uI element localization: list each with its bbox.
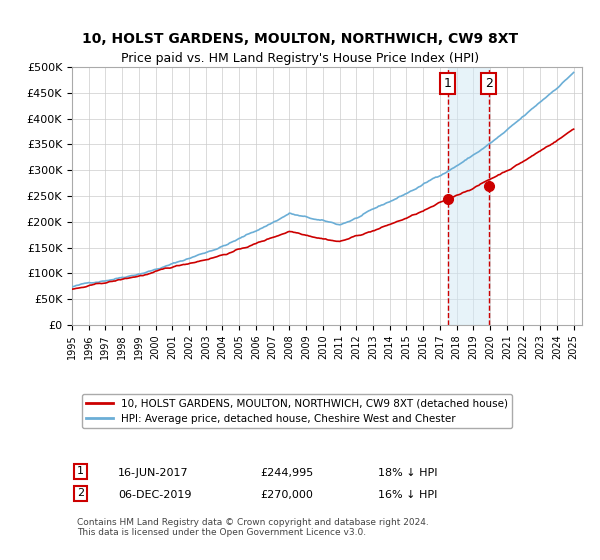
Text: 16% ↓ HPI: 16% ↓ HPI bbox=[378, 489, 437, 500]
Text: £270,000: £270,000 bbox=[260, 489, 314, 500]
Text: 10, HOLST GARDENS, MOULTON, NORTHWICH, CW9 8XT: 10, HOLST GARDENS, MOULTON, NORTHWICH, C… bbox=[82, 32, 518, 46]
Text: £244,995: £244,995 bbox=[260, 468, 314, 478]
Text: 2: 2 bbox=[485, 77, 493, 90]
Text: 1: 1 bbox=[77, 466, 84, 477]
Text: Price paid vs. HM Land Registry's House Price Index (HPI): Price paid vs. HM Land Registry's House … bbox=[121, 52, 479, 66]
Text: 2: 2 bbox=[77, 488, 84, 498]
Text: 18% ↓ HPI: 18% ↓ HPI bbox=[378, 468, 437, 478]
Text: 1: 1 bbox=[443, 77, 451, 90]
Text: Contains HM Land Registry data © Crown copyright and database right 2024.
This d: Contains HM Land Registry data © Crown c… bbox=[77, 518, 429, 538]
Text: 16-JUN-2017: 16-JUN-2017 bbox=[118, 468, 188, 478]
Text: 06-DEC-2019: 06-DEC-2019 bbox=[118, 489, 191, 500]
Legend: 10, HOLST GARDENS, MOULTON, NORTHWICH, CW9 8XT (detached house), HPI: Average pr: 10, HOLST GARDENS, MOULTON, NORTHWICH, C… bbox=[82, 394, 512, 428]
